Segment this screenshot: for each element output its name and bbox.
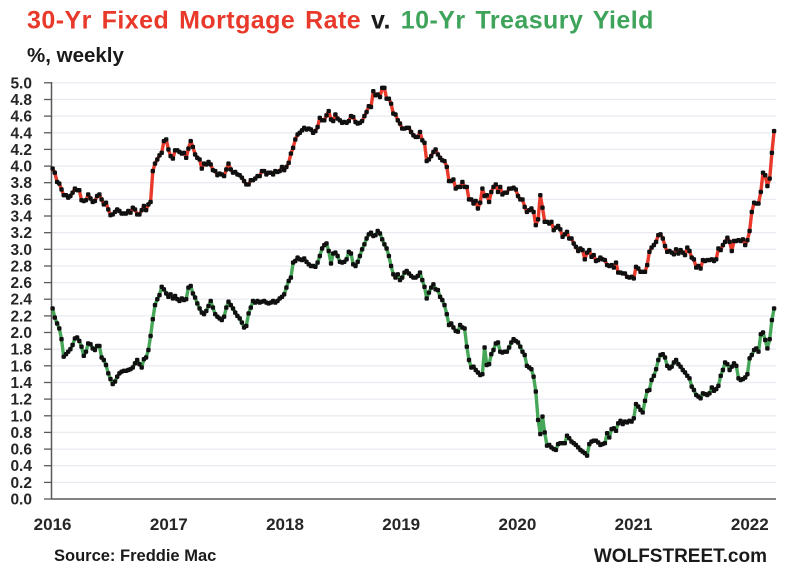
svg-text:2.4: 2.4 [10, 292, 32, 309]
svg-text:4.0: 4.0 [10, 159, 32, 176]
svg-text:WOLFSTREET.com: WOLFSTREET.com [594, 546, 767, 567]
svg-text:0.2: 0.2 [10, 475, 32, 492]
svg-text:2018: 2018 [266, 515, 304, 534]
svg-text:4.6: 4.6 [10, 109, 32, 126]
svg-text:2017: 2017 [150, 515, 188, 534]
svg-text:2.8: 2.8 [10, 259, 32, 276]
svg-text:1.4: 1.4 [10, 375, 32, 392]
svg-text:1.8: 1.8 [10, 342, 32, 359]
svg-text:3.6: 3.6 [10, 192, 32, 209]
svg-text:2021: 2021 [615, 515, 653, 534]
svg-text:4.4: 4.4 [10, 125, 32, 142]
svg-text:3.2: 3.2 [10, 225, 32, 242]
svg-text:0.8: 0.8 [10, 425, 32, 442]
svg-text:1.2: 1.2 [10, 392, 32, 409]
svg-text:2.6: 2.6 [10, 275, 32, 292]
svg-text:3.4: 3.4 [10, 209, 32, 226]
svg-text:30-Yr Fixed Mortgage Rate v.: 30-Yr Fixed Mortgage Rate v. 10-Yr Treas… [27, 7, 654, 35]
svg-text:%, weekly: %, weekly [27, 44, 124, 67]
svg-text:4.2: 4.2 [10, 142, 32, 159]
svg-text:Source: Freddie Mac: Source: Freddie Mac [54, 547, 216, 565]
svg-text:2020: 2020 [498, 515, 536, 534]
svg-text:0.0: 0.0 [10, 492, 32, 509]
svg-text:0.4: 0.4 [10, 458, 32, 475]
svg-text:2.0: 2.0 [10, 325, 32, 342]
svg-text:1.0: 1.0 [10, 408, 32, 425]
svg-text:2.2: 2.2 [10, 308, 32, 325]
svg-text:2019: 2019 [382, 515, 420, 534]
svg-text:4.8: 4.8 [10, 92, 32, 109]
svg-text:0.6: 0.6 [10, 442, 32, 459]
svg-text:2022: 2022 [731, 515, 769, 534]
svg-text:3.0: 3.0 [10, 242, 32, 259]
svg-text:1.6: 1.6 [10, 358, 32, 375]
svg-text:5.0: 5.0 [10, 75, 32, 92]
svg-text:2016: 2016 [34, 515, 72, 534]
svg-text:3.8: 3.8 [10, 175, 32, 192]
